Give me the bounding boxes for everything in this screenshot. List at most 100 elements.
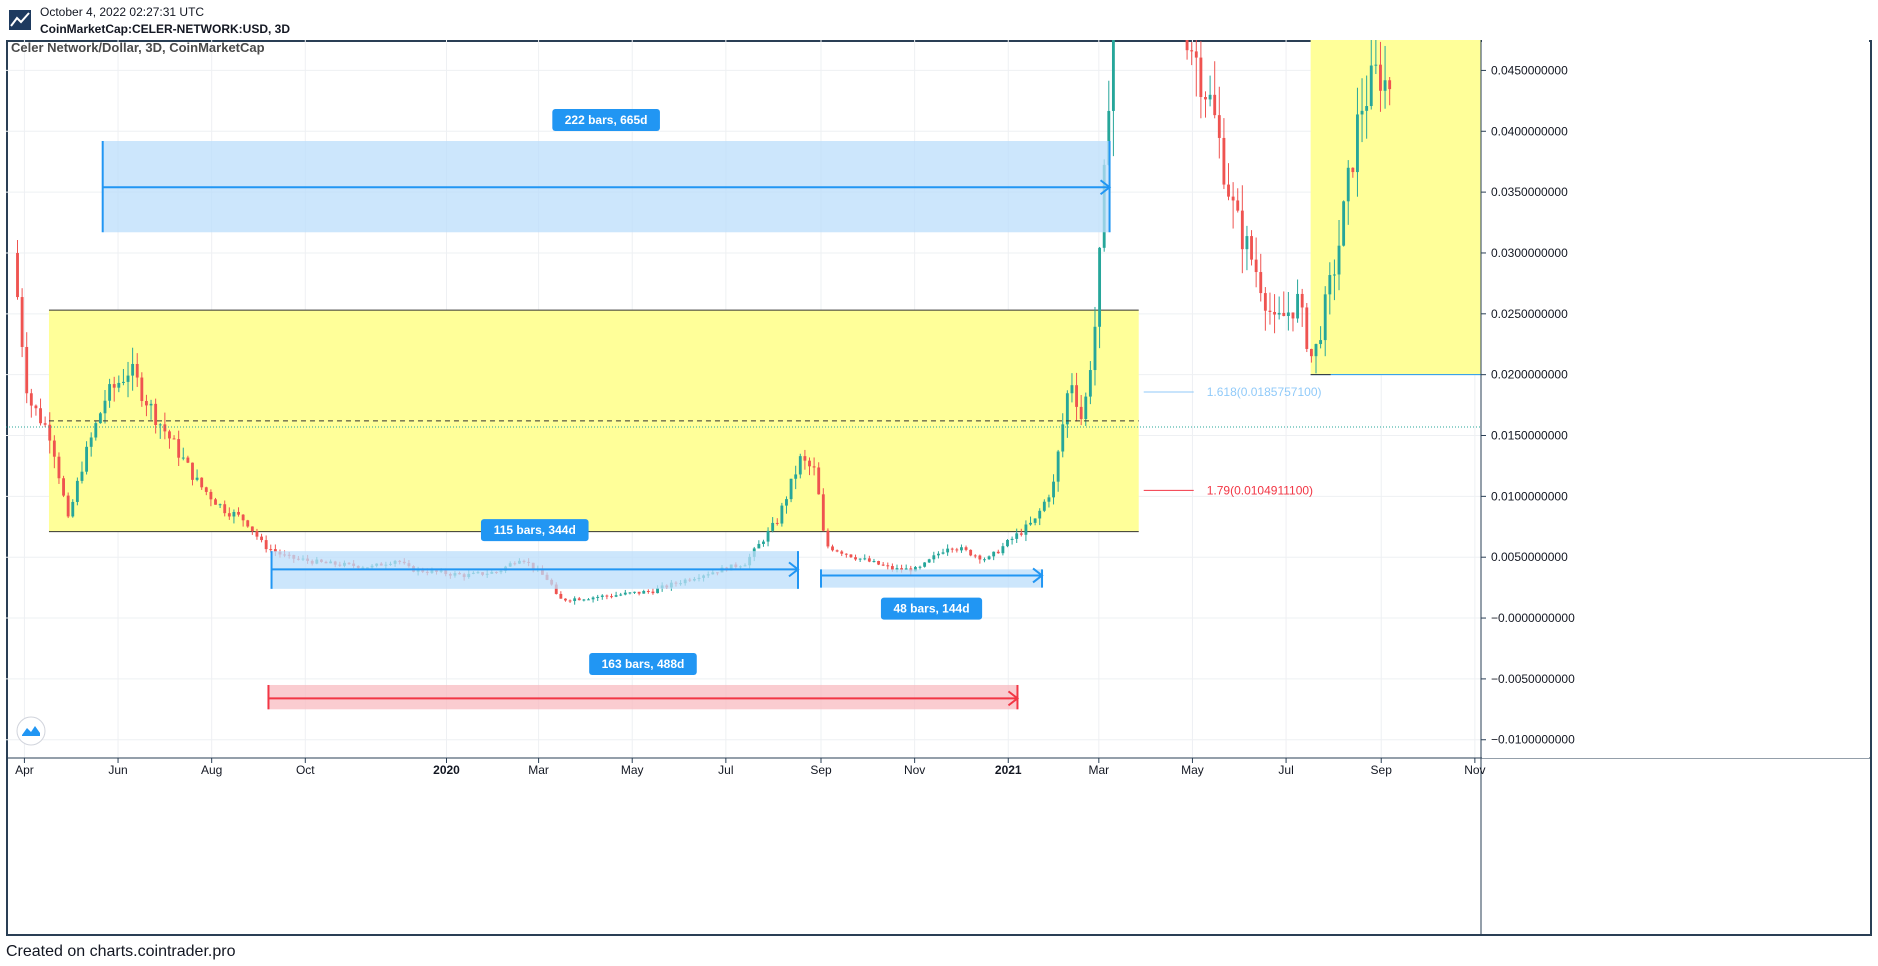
candle-body: [983, 559, 986, 561]
candle-body: [1323, 294, 1327, 341]
candle-body: [145, 401, 148, 406]
price-tick-label: 0.0400000000: [1491, 124, 1568, 138]
candle-body: [218, 504, 222, 506]
date-tick-label: Sep: [810, 763, 832, 777]
candle-body: [780, 505, 784, 524]
candle-body: [1056, 451, 1060, 482]
candle-body: [867, 558, 871, 562]
candle-body: [1019, 533, 1023, 535]
candle-body: [637, 591, 641, 594]
candle-body: [596, 596, 600, 598]
candle-body: [826, 530, 830, 547]
range-arrow-head: [788, 561, 800, 578]
price-tick-label: 0.0050000000: [1491, 550, 1568, 564]
candle-body: [1245, 236, 1249, 250]
candle-body: [260, 536, 263, 541]
candle-body: [16, 252, 19, 298]
candle-body: [1024, 524, 1028, 535]
candle-body: [886, 565, 890, 567]
date-tick-label: 2020: [433, 763, 460, 777]
date-tick-label: Jul: [718, 763, 733, 777]
candle-body: [135, 363, 139, 378]
date-tick-label: Sep: [1371, 763, 1393, 777]
candle-body: [1291, 312, 1295, 319]
candle-body: [181, 457, 185, 459]
candle-body: [849, 554, 853, 558]
candle-body: [39, 408, 42, 424]
price-tick-label: −0.0000000000: [1491, 611, 1575, 625]
candle-body: [214, 499, 217, 505]
range-arrow-head: [1099, 179, 1112, 196]
candle-body: [587, 599, 590, 601]
candle-body: [978, 555, 982, 560]
candle-body: [766, 530, 770, 542]
candle-body: [771, 522, 775, 531]
candle-body: [1319, 340, 1323, 345]
candle-body: [564, 598, 567, 601]
date-tick-label: Oct: [296, 763, 315, 777]
candle-body: [872, 561, 876, 563]
price-tick-label: 0.0200000000: [1491, 368, 1568, 382]
candle-body: [29, 393, 33, 406]
candle-body: [71, 501, 75, 517]
candle-body: [1300, 293, 1304, 308]
candle-body: [131, 363, 135, 376]
yellow-zone: [1310, 40, 1481, 375]
candle-body: [209, 491, 213, 500]
candle-body: [1006, 539, 1009, 547]
candle-body: [863, 558, 867, 560]
candle-body: [1383, 80, 1387, 91]
candle-body: [642, 590, 646, 594]
cointrader-logo-icon: [9, 10, 31, 30]
candle-body: [1227, 184, 1230, 197]
candle-body: [250, 526, 254, 532]
date-tick-label: Nov: [1464, 763, 1485, 777]
candle-body: [844, 553, 848, 555]
candle-body: [969, 549, 973, 556]
candle-body: [25, 346, 29, 394]
candle-body: [785, 499, 788, 506]
range-badge-label: 115 bars, 344d: [494, 523, 576, 537]
candle-body: [600, 595, 604, 597]
candle-body: [835, 550, 839, 552]
candle-body: [960, 547, 963, 551]
price-tick-label: 0.0300000000: [1491, 246, 1568, 260]
candle-body: [1263, 293, 1267, 311]
range-badge: [480, 519, 589, 542]
price-tick-label: −0.0050000000: [1491, 672, 1575, 686]
candle-body: [200, 477, 204, 488]
candle-body: [877, 561, 880, 565]
candle-body: [881, 564, 885, 566]
candle-body: [918, 566, 922, 568]
axes: 0.0450000000 0.0400000000 0.0350000000 0.03…: [6, 40, 1872, 936]
candle-body: [43, 423, 47, 425]
candle-body: [1273, 311, 1276, 315]
candle-body: [633, 591, 636, 593]
candle-body: [1070, 385, 1074, 394]
snapshot-timestamp: October 4, 2022 02:27:31 UTC: [40, 5, 205, 19]
candle-body: [854, 557, 857, 560]
price-chart[interactable]: 222 bars, 665d 115 bars, 344d 48 bars, 144…: [6, 40, 1872, 936]
footer-credit: Created on charts.cointrader.pro: [6, 943, 236, 960]
candle-body: [831, 546, 834, 551]
tradingview-logo-icon[interactable]: [16, 716, 46, 746]
candle-body: [1079, 406, 1083, 419]
levels: 1.618(0.0185757100) 1.79(0.0104911100): [6, 385, 1481, 497]
candle-body: [195, 477, 199, 480]
range-arrow-head: [1007, 690, 1020, 707]
candle-body: [775, 522, 779, 524]
candle-body: [103, 400, 107, 414]
candle-body: [1075, 385, 1078, 407]
price-tick-label: −0.0100000000: [1491, 733, 1575, 747]
candle-body: [66, 495, 70, 517]
candle-body: [656, 588, 659, 594]
candle-body: [1098, 247, 1102, 327]
date-tick-label: May: [1181, 763, 1204, 777]
candle-body: [890, 566, 894, 570]
candle-body: [762, 541, 765, 544]
candle-body: [1061, 424, 1065, 452]
candle-body: [1231, 196, 1235, 201]
candle-body: [52, 440, 56, 457]
candle-body: [955, 549, 959, 551]
candle-body: [973, 555, 977, 557]
